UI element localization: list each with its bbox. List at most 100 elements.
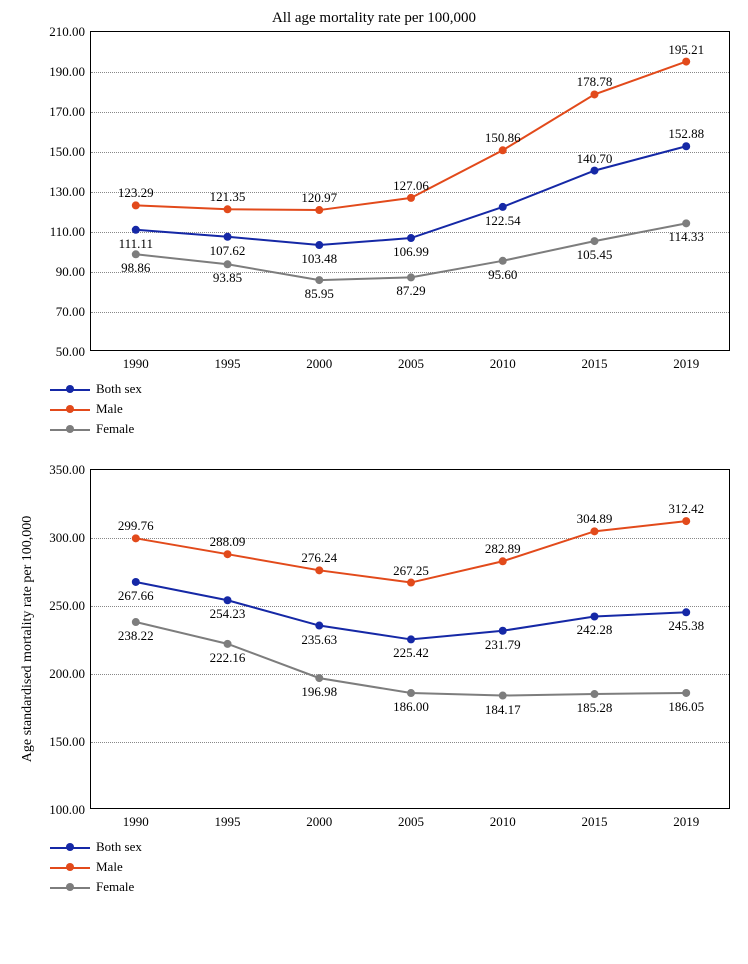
data-label-male: 178.78 xyxy=(577,74,613,90)
series-marker-male xyxy=(315,206,323,214)
data-label-female: 105.45 xyxy=(577,247,613,263)
series-marker-female xyxy=(682,219,690,227)
data-label-both: 152.88 xyxy=(668,126,704,142)
legend-item-female: Female xyxy=(50,419,738,439)
data-label-both: 122.54 xyxy=(485,213,521,229)
series-marker-both xyxy=(590,612,598,620)
data-label-male: 276.24 xyxy=(301,550,337,566)
data-label-both: 106.99 xyxy=(393,244,429,260)
data-label-female: 186.00 xyxy=(393,699,429,715)
data-label-male: 195.21 xyxy=(668,42,704,58)
series-marker-both xyxy=(590,167,598,175)
series-marker-male xyxy=(590,90,598,98)
legend-label: Both sex xyxy=(96,381,142,397)
data-label-male: 127.06 xyxy=(393,178,429,194)
x-tick-label: 2005 xyxy=(398,808,424,830)
legend-item-male: Male xyxy=(50,399,738,419)
legend-label: Male xyxy=(96,859,123,875)
legend-swatch xyxy=(50,382,90,396)
data-label-both: 225.42 xyxy=(393,645,429,661)
legend-label: Female xyxy=(96,421,134,437)
plot-region: 50.0070.0090.00110.00130.00150.00170.001… xyxy=(90,31,730,351)
legend-swatch xyxy=(50,402,90,416)
x-tick-label: 2010 xyxy=(490,350,516,372)
series-marker-both xyxy=(682,608,690,616)
x-tick-label: 2000 xyxy=(306,808,332,830)
data-label-male: 150.86 xyxy=(485,130,521,146)
data-label-female: 85.95 xyxy=(305,286,334,302)
legend-swatch xyxy=(50,860,90,874)
series-marker-both xyxy=(499,203,507,211)
data-label-female: 87.29 xyxy=(396,283,425,299)
data-label-male: 121.35 xyxy=(210,189,246,205)
data-label-male: 267.25 xyxy=(393,563,429,579)
series-marker-both xyxy=(407,635,415,643)
plot-region: 100.00150.00200.00250.00300.00350.001990… xyxy=(90,469,730,809)
x-tick-label: 2019 xyxy=(673,350,699,372)
legend-label: Both sex xyxy=(96,839,142,855)
series-marker-female xyxy=(224,260,232,268)
data-label-both: 235.63 xyxy=(301,632,337,648)
x-tick-label: 2005 xyxy=(398,350,424,372)
data-label-both: 140.70 xyxy=(577,151,613,167)
data-label-male: 312.42 xyxy=(668,501,704,517)
series-marker-female xyxy=(132,618,140,626)
series-marker-female xyxy=(590,237,598,245)
series-marker-both xyxy=(132,578,140,586)
y-tick-label: 150.00 xyxy=(49,734,91,750)
chart1-chart: All age mortality rate per 100,00050.007… xyxy=(10,10,738,439)
data-label-male: 288.09 xyxy=(210,534,246,550)
series-marker-male xyxy=(499,557,507,565)
series-marker-both xyxy=(224,596,232,604)
series-marker-female xyxy=(315,674,323,682)
legend-swatch xyxy=(50,422,90,436)
series-marker-female xyxy=(407,273,415,281)
series-marker-male xyxy=(682,58,690,66)
x-tick-label: 2010 xyxy=(490,808,516,830)
series-marker-male xyxy=(407,579,415,587)
x-tick-label: 1990 xyxy=(123,808,149,830)
x-tick-label: 2000 xyxy=(306,350,332,372)
series-marker-both xyxy=(407,234,415,242)
series-marker-both xyxy=(682,142,690,150)
data-label-male: 282.89 xyxy=(485,541,521,557)
series-marker-female xyxy=(407,689,415,697)
series-marker-both xyxy=(224,233,232,241)
series-marker-male xyxy=(132,534,140,542)
data-label-female: 114.33 xyxy=(669,229,704,245)
y-tick-label: 50.00 xyxy=(56,344,91,360)
data-label-female: 222.16 xyxy=(210,650,246,666)
data-label-both: 107.62 xyxy=(210,243,246,259)
series-marker-both xyxy=(132,226,140,234)
y-tick-label: 90.00 xyxy=(56,264,91,280)
x-tick-label: 2019 xyxy=(673,808,699,830)
series-marker-male xyxy=(499,146,507,154)
data-label-both: 242.28 xyxy=(577,622,613,638)
legend-item-female: Female xyxy=(50,877,738,897)
data-label-male: 304.89 xyxy=(577,511,613,527)
data-label-both: 254.23 xyxy=(210,606,246,622)
y-tick-label: 300.00 xyxy=(49,530,91,546)
data-label-both: 231.79 xyxy=(485,637,521,653)
data-label-male: 120.97 xyxy=(301,190,337,206)
legend-item-both: Both sex xyxy=(50,837,738,857)
data-label-male: 299.76 xyxy=(118,518,154,534)
y-tick-label: 210.00 xyxy=(49,24,91,40)
y-tick-label: 130.00 xyxy=(49,184,91,200)
x-tick-label: 1995 xyxy=(215,808,241,830)
y-tick-label: 170.00 xyxy=(49,104,91,120)
data-label-both: 245.38 xyxy=(668,618,704,634)
data-label-female: 186.05 xyxy=(668,699,704,715)
data-label-both: 103.48 xyxy=(301,251,337,267)
legend-item-male: Male xyxy=(50,857,738,877)
series-marker-male xyxy=(407,194,415,202)
series-marker-female xyxy=(590,690,598,698)
data-label-female: 185.28 xyxy=(577,700,613,716)
y-tick-label: 350.00 xyxy=(49,462,91,478)
data-label-female: 184.17 xyxy=(485,702,521,718)
data-label-female: 93.85 xyxy=(213,270,242,286)
legend-swatch xyxy=(50,840,90,854)
data-label-female: 238.22 xyxy=(118,628,154,644)
data-label-both: 111.11 xyxy=(119,236,153,252)
x-tick-label: 2015 xyxy=(581,808,607,830)
